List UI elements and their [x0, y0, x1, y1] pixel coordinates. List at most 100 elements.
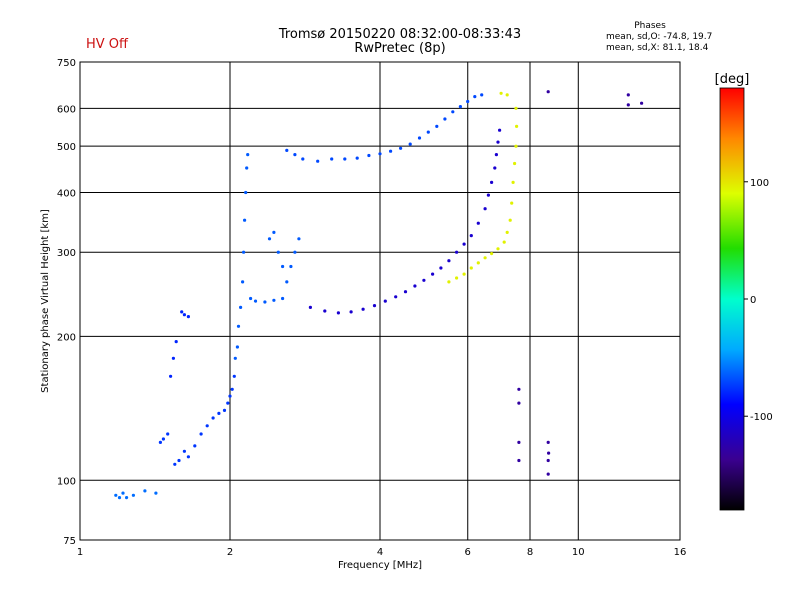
data-point — [476, 261, 480, 265]
data-point — [514, 144, 518, 148]
data-point — [447, 259, 451, 263]
data-point — [281, 296, 285, 301]
data-point — [517, 387, 521, 391]
data-point — [323, 309, 327, 313]
data-point — [143, 489, 147, 493]
data-point — [233, 356, 237, 360]
data-point — [177, 458, 181, 463]
data-point — [154, 491, 158, 495]
data-point — [244, 190, 248, 195]
data-point — [443, 117, 447, 121]
y-tick-label: 75 — [63, 536, 76, 547]
data-point — [186, 455, 190, 459]
data-point — [121, 491, 125, 495]
data-point — [490, 180, 494, 184]
data-point — [174, 340, 178, 344]
data-point — [458, 105, 462, 109]
data-point — [469, 266, 473, 270]
data-point — [367, 153, 371, 158]
x-tick-label: 16 — [674, 547, 687, 558]
data-point — [180, 310, 184, 314]
x-tick-label: 1 — [77, 547, 83, 558]
data-point — [439, 266, 443, 270]
data-point — [211, 416, 215, 420]
data-point — [182, 313, 186, 317]
data-point — [483, 256, 487, 260]
data-point — [161, 437, 165, 441]
data-point — [228, 394, 232, 398]
x-axis-label: Frequency [MHz] — [338, 560, 422, 571]
data-point — [263, 300, 267, 304]
data-point — [114, 493, 118, 497]
data-point — [435, 124, 439, 128]
data-point — [361, 307, 365, 311]
data-point — [378, 152, 382, 156]
data-point — [511, 180, 515, 184]
data-point — [383, 299, 387, 303]
data-point — [546, 90, 550, 94]
x-tick-label: 6 — [465, 547, 471, 558]
data-point — [253, 299, 258, 303]
data-point — [249, 296, 253, 301]
data-point — [510, 201, 514, 205]
chart-title: Tromsø 20150220 08:32:00-08:33:43 — [278, 27, 522, 42]
data-point — [431, 272, 435, 276]
data-point — [480, 93, 484, 97]
data-point — [466, 99, 470, 104]
data-point — [426, 130, 430, 134]
data-point — [245, 166, 249, 170]
data-point — [496, 140, 500, 144]
data-point — [343, 157, 347, 161]
y-tick-labels: 75 100 200 300 400 500 600 750 — [57, 58, 76, 547]
data-point — [505, 93, 509, 97]
data-point — [451, 110, 455, 114]
colorbar-label: [deg] — [715, 72, 750, 87]
data-point — [316, 159, 320, 163]
data-point — [297, 237, 301, 241]
data-point — [226, 401, 230, 405]
x-tick-label: 2 — [227, 547, 233, 558]
data-point — [546, 440, 550, 444]
data-points — [114, 90, 644, 500]
data-point — [372, 304, 377, 308]
data-point — [171, 356, 175, 360]
data-point — [236, 324, 241, 328]
y-tick-label: 500 — [57, 142, 76, 153]
data-point — [514, 106, 518, 110]
data-point — [205, 424, 209, 428]
data-point — [508, 218, 512, 222]
data-point — [399, 146, 403, 150]
data-point — [285, 148, 289, 152]
data-point — [217, 411, 221, 415]
data-point — [336, 311, 340, 315]
phases-o-stats: mean, sd,O: -74.8, 19.7 — [606, 32, 713, 42]
data-point — [246, 153, 250, 157]
data-point — [547, 451, 551, 455]
x-tick-label: 8 — [527, 547, 533, 558]
data-point — [498, 128, 502, 132]
data-point — [230, 387, 234, 391]
data-point — [193, 444, 197, 448]
data-point — [285, 280, 289, 284]
data-point — [293, 250, 297, 254]
data-point — [272, 230, 276, 234]
y-tick-label: 600 — [57, 104, 76, 115]
data-point — [513, 161, 517, 166]
phases-heading: Phases — [634, 21, 666, 31]
data-point — [173, 462, 177, 466]
x-tick-label: 10 — [572, 547, 585, 558]
data-point — [417, 136, 422, 140]
hv-status-label: HV Off — [86, 37, 128, 52]
data-point — [131, 493, 135, 497]
colorbar-tick-label: 0 — [750, 295, 756, 306]
data-point — [462, 242, 466, 246]
colorbar-tick-label: 100 — [750, 178, 769, 189]
data-point — [640, 101, 644, 105]
data-point — [242, 250, 246, 254]
y-tick-label: 100 — [57, 476, 76, 487]
data-point — [182, 449, 186, 453]
data-point — [496, 247, 500, 251]
y-tick-label: 750 — [57, 58, 76, 69]
x-tick-label: 4 — [377, 547, 383, 558]
data-point — [389, 149, 393, 153]
